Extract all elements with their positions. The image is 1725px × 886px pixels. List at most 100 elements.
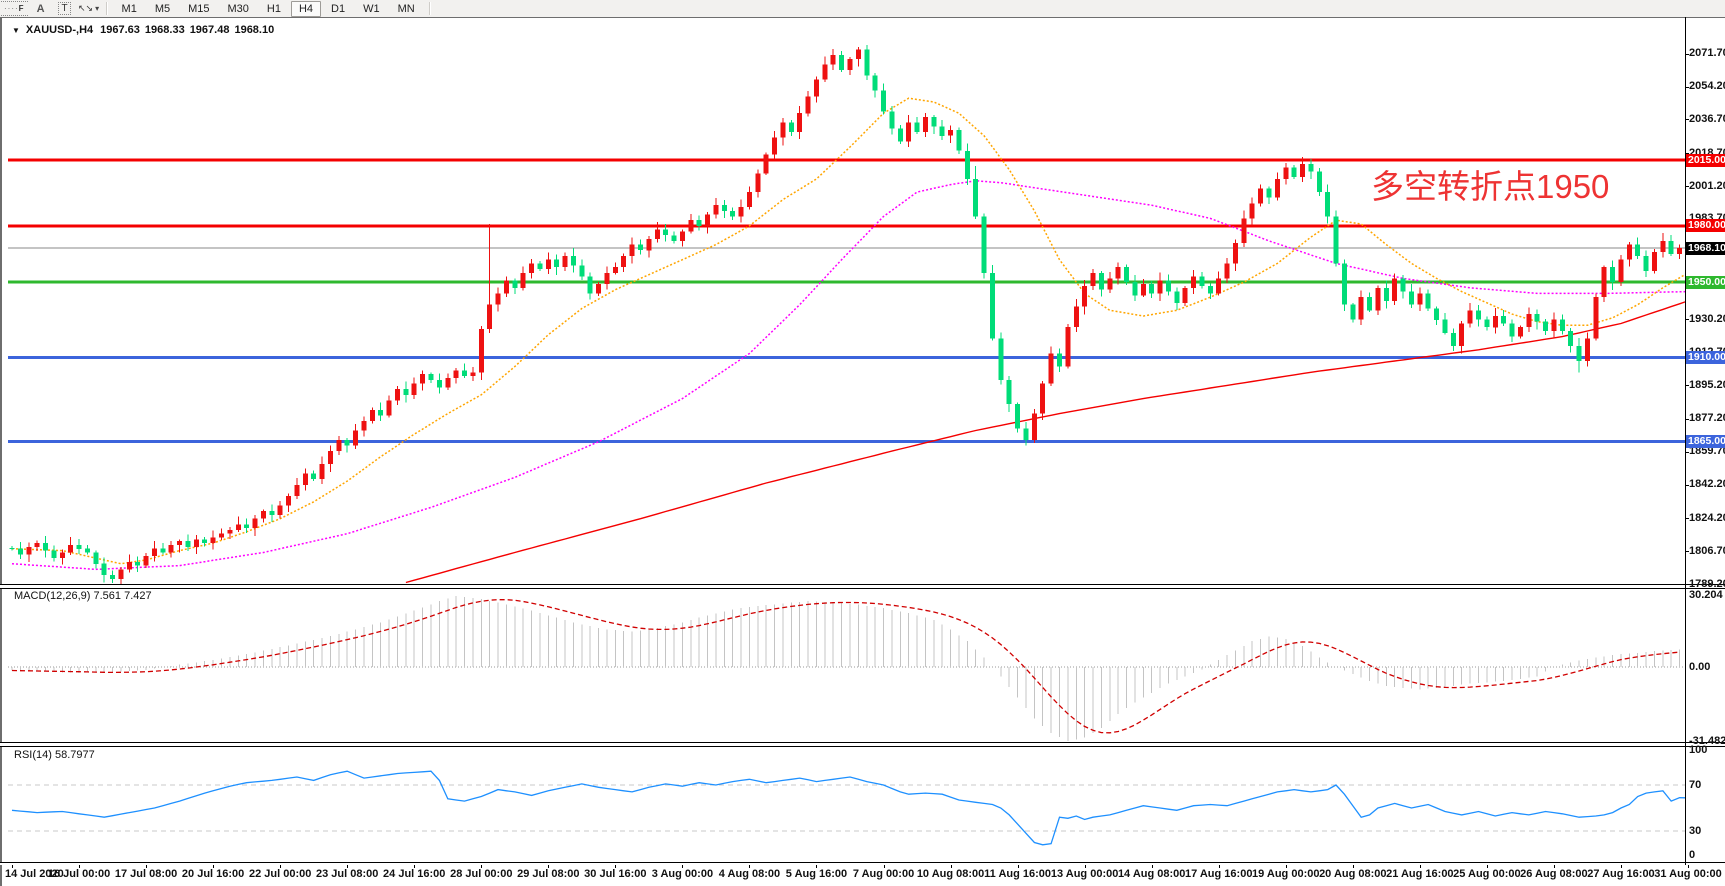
time-tick-label: 16 Jul 00:00 [47, 868, 111, 880]
time-axis-tick [1620, 865, 1622, 868]
time-tick-label: 25 Aug 00:00 [1453, 868, 1521, 880]
time-tick-label: 22 Jul 00:00 [248, 868, 312, 880]
time-tick-label: 5 Aug 16:00 [785, 868, 848, 880]
timeframe-button-d1[interactable]: D1 [331, 2, 346, 15]
time-axis-tick [1553, 865, 1555, 868]
label-tool-icon[interactable]: A [36, 2, 45, 15]
time-tick-label: 30 Jul 16:00 [584, 868, 647, 880]
time-axis-separator [0, 862, 1725, 865]
timeframe-button-m15[interactable]: M15 [188, 2, 210, 15]
level-price-label: 1865.00 [1686, 435, 1725, 449]
timeframe-button-mn[interactable]: MN [397, 2, 415, 15]
panel-separator[interactable] [0, 584, 1725, 589]
price-axis-tick [1685, 385, 1689, 387]
timeframe-button-h1[interactable]: H1 [266, 2, 281, 15]
rsi-axis-label: 100 [1689, 744, 1708, 756]
arrows-tool-icon[interactable]: ↖↘ ▾ [77, 3, 100, 13]
time-tick-label: 28 Jul 00:00 [450, 868, 513, 880]
toolbar-separator [428, 2, 431, 15]
time-axis-tick [347, 865, 349, 868]
text-tool-icon[interactable]: T [54, 1, 76, 16]
rsi-canvas[interactable] [8, 746, 1685, 862]
price-tick-label: 1824.20 [1689, 511, 1725, 524]
price-axis-tick [1685, 119, 1689, 121]
macd-canvas[interactable] [8, 587, 1685, 742]
time-tick-label: 7 Aug 00:00 [852, 868, 915, 880]
time-tick-label: 17 Aug 16:00 [1184, 868, 1253, 880]
price-axis-tick [1685, 418, 1689, 420]
low-value: 1967.48 [189, 24, 230, 36]
time-axis-tick [615, 865, 617, 868]
time-axis-tick [414, 865, 416, 868]
rsi-label: RSI(14) 58.7977 [14, 749, 95, 761]
time-tick-label: 23 Jul 08:00 [316, 868, 379, 880]
level-price-label: 1950.00 [1686, 275, 1725, 289]
timeframe-button-m30[interactable]: M30 [227, 2, 249, 15]
macd-signal-value: 7.427 [124, 590, 152, 602]
main-chart-canvas[interactable] [8, 22, 1685, 584]
toolbar: ····F A T ↖↘ ▾ M1 M5 M15 M30 H1 H4 D1 W1 MN [0, 0, 1725, 18]
price-axis-tick [1685, 86, 1689, 88]
time-tick-label: 20 Aug 08:00 [1319, 868, 1387, 880]
time-axis-tick [280, 865, 282, 868]
price-tick-label: 1806.70 [1689, 544, 1725, 557]
macd-main-value: 7.561 [93, 590, 122, 602]
price-tick-label: 2001.20 [1689, 179, 1725, 192]
price-tick-label: 1877.20 [1689, 412, 1725, 425]
time-axis-tick [682, 865, 684, 868]
open-value: 1967.63 [100, 24, 140, 36]
ma-fast-line[interactable] [11, 97, 1685, 565]
chevron-down-icon[interactable]: ▼ [12, 26, 20, 35]
rsi-axis-label: 70 [1689, 778, 1702, 791]
time-tick-label: 10 Aug 08:00 [916, 868, 985, 880]
time-axis-tick [1688, 865, 1689, 868]
time-axis-tick [1419, 865, 1421, 868]
macd-signal-line[interactable] [11, 599, 1680, 734]
timeframe-button-h4[interactable]: H4 [290, 0, 322, 17]
price-axis-tick [1685, 518, 1689, 520]
timeframe-button-w1[interactable]: W1 [363, 2, 380, 15]
ma-mid-line[interactable] [11, 180, 1685, 571]
time-axis-tick [816, 865, 818, 868]
price-tick-label: 2054.20 [1689, 80, 1725, 93]
time-tick-label: 21 Aug 16:00 [1386, 868, 1454, 880]
timeframe-button-m1[interactable]: M1 [121, 2, 137, 15]
trendpoint-annotation[interactable]: 多空转折点1950 [1371, 168, 1610, 205]
time-axis-tick [481, 865, 483, 868]
time-axis-tick [1084, 865, 1086, 868]
price-axis-tick [1685, 484, 1689, 486]
time-tick-label: 14 Jul 2020 [5, 868, 64, 880]
macd-axis-label: 0.00 [1689, 660, 1711, 673]
price-tick-label: 2071.70 [1689, 47, 1725, 60]
level-price-label: 1980.00 [1686, 219, 1725, 233]
fibonacci-tool-icon[interactable]: ····F [1, 1, 28, 16]
time-tick-label: 13 Aug 00:00 [1050, 868, 1119, 880]
time-tick-label: 29 Jul 08:00 [517, 868, 580, 880]
rsi-line[interactable] [11, 770, 1685, 846]
level-price-label: 2015.00 [1686, 153, 1725, 167]
chart-title: ▼ XAUUSD-,H4 1967.63 1968.33 1967.48 1968.10 [12, 24, 274, 36]
time-axis-tick [1151, 865, 1153, 868]
time-tick-label: 27 Aug 16:00 [1587, 868, 1655, 880]
price-axis-tick [1685, 584, 1689, 585]
panel-separator[interactable] [0, 742, 1725, 747]
price-axis-tick [1685, 551, 1689, 553]
time-tick-label: 14 Aug 08:00 [1117, 868, 1186, 880]
close-value: 1968.10 [234, 24, 275, 36]
time-axis-tick [1285, 865, 1287, 868]
timeframe-button-m5[interactable]: M5 [154, 2, 171, 15]
price-axis-tick [1685, 53, 1689, 55]
time-tick-label: 11 Aug 16:00 [984, 868, 1052, 880]
time-tick-label: 20 Jul 16:00 [181, 868, 245, 880]
price-tick-label: 1789.20 [1689, 577, 1725, 590]
ma-slow-line[interactable] [405, 301, 1685, 584]
time-axis-tick [1017, 865, 1019, 868]
timeframe-bar: M1 M5 M15 M30 H1 H4 D1 W1 MN [113, 0, 424, 17]
time-axis-tick [950, 865, 952, 868]
macd-axis-label: -31.482 [1689, 734, 1725, 747]
time-axis-tick [146, 865, 148, 868]
rsi-axis-label: 30 [1689, 824, 1702, 837]
time-axis-tick [1218, 865, 1220, 868]
chevron-down-icon[interactable]: ▾ [95, 4, 100, 13]
